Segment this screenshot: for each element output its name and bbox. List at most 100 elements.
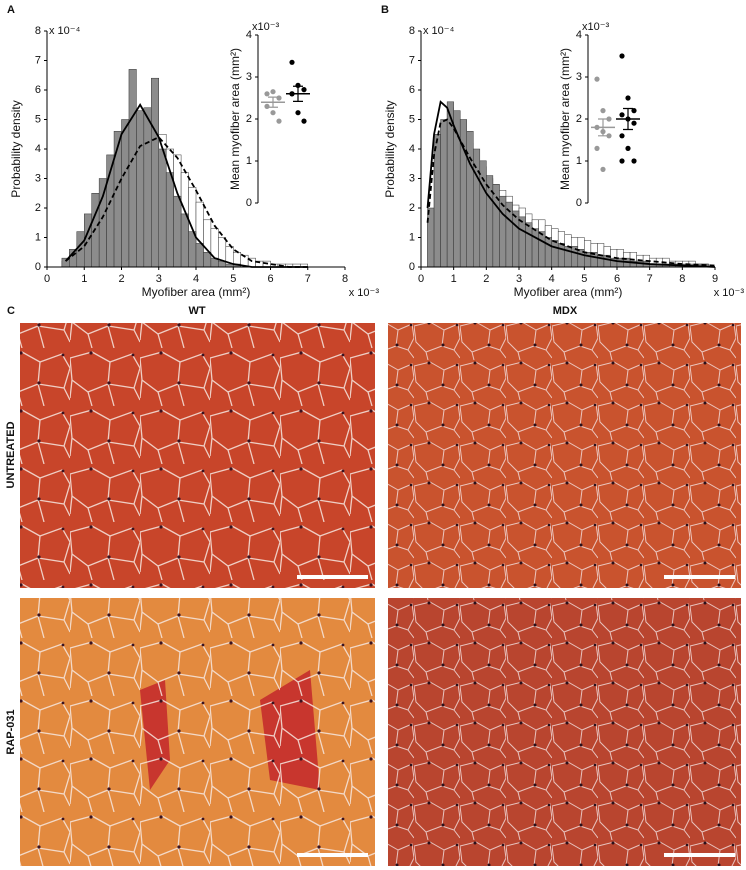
y-multiplier: x10⁻³ bbox=[252, 21, 280, 33]
row-label: RAP-031 bbox=[5, 709, 17, 754]
data-point bbox=[270, 89, 276, 95]
fit-curve bbox=[65, 136, 308, 268]
x-multiplier: x 10⁻³ bbox=[714, 287, 745, 299]
y-tick-label: 6 bbox=[409, 84, 415, 96]
micrograph-texture bbox=[20, 323, 375, 588]
sem-bar bbox=[268, 96, 278, 108]
y-tick-label: 1 bbox=[35, 231, 41, 243]
x-tick-label: 1 bbox=[451, 273, 457, 285]
x-tick-label: 8 bbox=[679, 273, 685, 285]
bar bbox=[466, 131, 474, 268]
x-axis-label: Myofiber area (mm²) bbox=[514, 285, 623, 299]
y-tick-label: 4 bbox=[409, 143, 415, 155]
x-multiplier: x 10⁻³ bbox=[349, 287, 380, 299]
column-label: WT bbox=[188, 305, 205, 317]
bar bbox=[121, 119, 130, 268]
bar bbox=[203, 252, 212, 268]
y-tick-label: 0 bbox=[246, 197, 252, 209]
y-axis-label: Mean myofiber area (mm²) bbox=[558, 48, 572, 190]
y-multiplier: x 10⁻⁴ bbox=[49, 25, 81, 37]
y-tick-label: 3 bbox=[35, 172, 41, 184]
sem-bar bbox=[598, 118, 608, 137]
bar bbox=[84, 213, 92, 268]
y-tick-label: 2 bbox=[409, 202, 415, 214]
y-axis-label: Mean myofiber area (mm²) bbox=[228, 48, 242, 190]
bar bbox=[512, 210, 520, 268]
y-tick-label: 1 bbox=[246, 155, 252, 167]
panel-label: A bbox=[7, 4, 15, 16]
data-point bbox=[631, 158, 637, 164]
bar bbox=[433, 134, 441, 268]
bar bbox=[173, 195, 182, 268]
bar bbox=[195, 243, 204, 268]
x-tick-label: 1 bbox=[81, 273, 87, 285]
panel-label: B bbox=[381, 4, 389, 16]
y-tick-label: 3 bbox=[409, 172, 415, 184]
bar bbox=[479, 160, 487, 268]
x-tick-label: 7 bbox=[305, 273, 311, 285]
y-tick-label: 7 bbox=[409, 54, 415, 66]
y-tick-label: 1 bbox=[576, 155, 582, 167]
fit-curve bbox=[426, 100, 716, 268]
bar bbox=[446, 101, 454, 268]
bar bbox=[499, 195, 507, 268]
bar bbox=[128, 69, 137, 268]
y-tick-label: 3 bbox=[246, 71, 252, 83]
bar bbox=[525, 222, 533, 268]
data-point bbox=[606, 133, 612, 139]
y-tick-label: 5 bbox=[409, 113, 415, 125]
sem-bar bbox=[623, 107, 633, 131]
data-point bbox=[606, 116, 612, 122]
sem-bar bbox=[293, 85, 303, 102]
data-point bbox=[594, 76, 600, 82]
x-tick-label: 5 bbox=[581, 273, 587, 285]
x-tick-label: 4 bbox=[549, 273, 555, 285]
panel-label: C bbox=[7, 305, 15, 317]
y-multiplier: x 10⁻⁴ bbox=[423, 25, 455, 37]
y-tick-label: 8 bbox=[409, 25, 415, 37]
y-tick-label: 2 bbox=[576, 113, 582, 125]
data-point bbox=[631, 108, 637, 114]
y-tick-label: 1 bbox=[409, 231, 415, 243]
data-point bbox=[270, 110, 276, 116]
y-tick-label: 0 bbox=[35, 261, 41, 273]
data-point bbox=[264, 91, 270, 97]
bar bbox=[113, 131, 122, 268]
x-tick-label: 4 bbox=[193, 273, 199, 285]
data-point bbox=[600, 108, 606, 114]
y-tick-label: 4 bbox=[246, 29, 252, 41]
bar bbox=[531, 228, 539, 268]
y-axis-label: Probability density bbox=[9, 100, 23, 197]
y-tick-label: 8 bbox=[35, 25, 41, 37]
data-point bbox=[619, 112, 625, 118]
micrograph-texture bbox=[388, 598, 741, 866]
data-point bbox=[594, 145, 600, 151]
x-tick-label: 0 bbox=[418, 273, 424, 285]
micrograph-texture bbox=[20, 598, 375, 866]
data-point bbox=[619, 158, 625, 164]
bar bbox=[158, 148, 167, 268]
data-point bbox=[619, 53, 625, 59]
scale-bar bbox=[297, 575, 368, 579]
bar bbox=[427, 207, 435, 268]
micrograph-texture bbox=[388, 323, 741, 588]
x-tick-label: 6 bbox=[267, 273, 273, 285]
bar bbox=[538, 231, 546, 268]
bar bbox=[440, 119, 448, 268]
x-tick-label: 5 bbox=[230, 273, 236, 285]
x-tick-label: 0 bbox=[44, 273, 50, 285]
bar bbox=[473, 148, 481, 268]
x-tick-label: 8 bbox=[342, 273, 348, 285]
y-tick-label: 2 bbox=[35, 202, 41, 214]
bar bbox=[136, 110, 145, 268]
bar bbox=[557, 243, 565, 268]
row-label: UNTREATED bbox=[5, 421, 17, 488]
x-tick-label: 9 bbox=[712, 273, 718, 285]
data-point bbox=[295, 110, 301, 116]
y-tick-label: 5 bbox=[35, 113, 41, 125]
x-tick-label: 6 bbox=[614, 273, 620, 285]
micrographs bbox=[20, 323, 741, 866]
y-tick-label: 4 bbox=[35, 143, 41, 155]
bar bbox=[143, 107, 152, 268]
scale-bar bbox=[664, 575, 735, 579]
